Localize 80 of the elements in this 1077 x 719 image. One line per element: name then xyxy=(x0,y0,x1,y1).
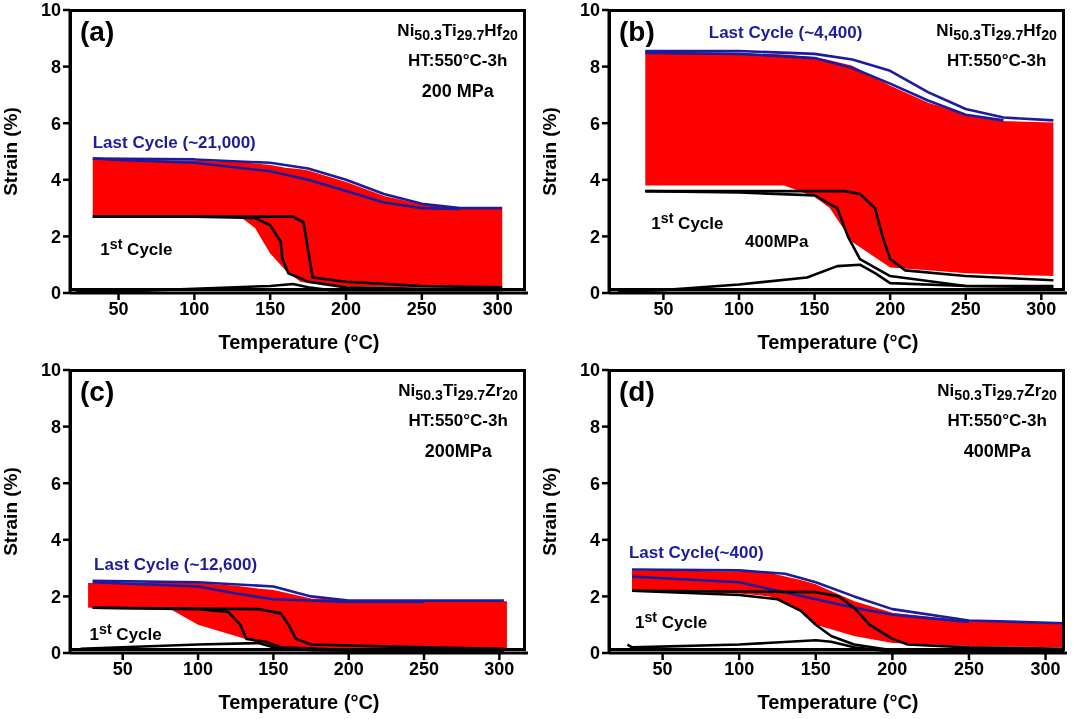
annotation: 200 MPa xyxy=(420,80,495,104)
annotation: Last Cycle(~400) xyxy=(628,543,764,564)
y-tick-label: 10 xyxy=(40,359,61,380)
y-tick-label: 8 xyxy=(589,56,600,77)
x-tick-label: 150 xyxy=(800,658,831,679)
y-tick-label: 10 xyxy=(579,359,600,380)
x-tick-label: 100 xyxy=(179,298,210,319)
annotation: 1$^{st}$ Cycle xyxy=(89,620,162,646)
y-tick-label: 2 xyxy=(589,226,600,247)
x-axis-title: Temperature (°C) xyxy=(757,331,919,353)
x-tick-label: 150 xyxy=(255,298,286,319)
annotation: HT:550°C-3h xyxy=(407,50,509,73)
annotation: 1$^{st}$ Cycle xyxy=(100,235,173,261)
annotation: Ni$_{50.3}$Ti$_{29.7}$Zr$_{20}$ xyxy=(937,379,1057,405)
x-tick-label: 50 xyxy=(112,658,133,679)
annotation: Ni$_{50.3}$Ti$_{29.7}$Hf$_{20}$ xyxy=(397,20,518,46)
y-tick-label: 2 xyxy=(50,226,61,247)
x-tick-label: 150 xyxy=(258,658,289,679)
y-tick-label: 4 xyxy=(50,529,61,550)
x-tick-label: 300 xyxy=(484,658,515,679)
annotation: (d) xyxy=(619,375,655,408)
y-tick-label: 2 xyxy=(589,586,600,607)
annotation: (b) xyxy=(619,16,655,48)
annotation: Ni$_{50.3}$Ti$_{29.7}$Hf$_{20}$ xyxy=(936,20,1057,46)
y-tick-label: 6 xyxy=(50,473,61,494)
annotation: HT:550°C-3h xyxy=(946,50,1048,73)
x-tick-label: 100 xyxy=(723,298,755,319)
y-tick-label: 8 xyxy=(50,416,61,437)
x-tick-label: 50 xyxy=(653,298,674,319)
y-axis-title: Strain (%) xyxy=(0,107,21,196)
annotation: (a) xyxy=(80,16,115,48)
annotation: 400MPa xyxy=(962,439,1032,463)
x-tick-label: 100 xyxy=(724,658,755,679)
y-tick-label: 4 xyxy=(50,170,61,191)
y-tick-label: 0 xyxy=(50,283,61,304)
x-tick-label: 250 xyxy=(406,298,437,319)
y-tick-label: 2 xyxy=(50,586,61,607)
x-tick-label: 100 xyxy=(183,658,214,679)
x-axis-title: Temperature (°C) xyxy=(757,690,919,713)
y-tick-label: 8 xyxy=(589,416,600,437)
x-tick-label: 300 xyxy=(1030,658,1061,679)
x-tick-label: 200 xyxy=(877,658,908,679)
x-tick-label: 200 xyxy=(330,298,362,319)
x-tick-label: 250 xyxy=(950,298,981,319)
y-tick-label: 4 xyxy=(589,170,600,191)
x-tick-label: 50 xyxy=(652,658,673,679)
y-tick-label: 6 xyxy=(50,113,61,134)
x-tick-label: 50 xyxy=(108,298,129,319)
x-tick-label: 300 xyxy=(482,298,513,319)
y-tick-label: 10 xyxy=(579,0,600,21)
y-tick-label: 10 xyxy=(40,0,61,21)
annotation: 1$^{st}$ Cycle xyxy=(635,609,708,634)
annotation: Last Cycle (~4,400) xyxy=(708,22,863,43)
x-tick-label: 150 xyxy=(799,298,830,319)
annotation: HT:550°C-3h xyxy=(407,409,509,432)
x-tick-label: 200 xyxy=(333,658,364,679)
annotation: 400MPa xyxy=(745,232,809,253)
y-axis-title: Strain (%) xyxy=(538,107,560,196)
y-tick-label: 0 xyxy=(589,283,600,304)
x-axis-title: Temperature (°C) xyxy=(218,690,380,713)
x-axis-title: Temperature (°C) xyxy=(218,331,380,353)
annotation: Last Cycle (~12,600) xyxy=(94,554,258,575)
y-tick-label: 4 xyxy=(589,529,600,550)
y-tick-label: 6 xyxy=(589,113,600,134)
x-tick-label: 250 xyxy=(953,658,984,679)
x-tick-label: 300 xyxy=(1026,298,1057,319)
x-tick-label: 200 xyxy=(875,298,906,319)
annotation: 200MPa xyxy=(423,439,493,463)
y-axis-title: Strain (%) xyxy=(538,466,560,556)
annotation: Last Cycle (~21,000) xyxy=(92,133,256,153)
y-axis-title: Strain (%) xyxy=(0,466,21,556)
y-tick-label: 0 xyxy=(50,642,61,663)
x-tick-label: 250 xyxy=(409,658,440,679)
annotation: HT:550°C-3h xyxy=(946,409,1048,432)
y-tick-label: 6 xyxy=(589,473,600,494)
y-tick-label: 8 xyxy=(50,56,61,77)
annotation: Ni$_{50.3}$Ti$_{29.7}$Zr$_{20}$ xyxy=(398,379,518,405)
annotation: (c) xyxy=(80,375,115,408)
annotation: 1$^{st}$ Cycle xyxy=(651,209,724,235)
y-tick-label: 0 xyxy=(589,642,600,663)
